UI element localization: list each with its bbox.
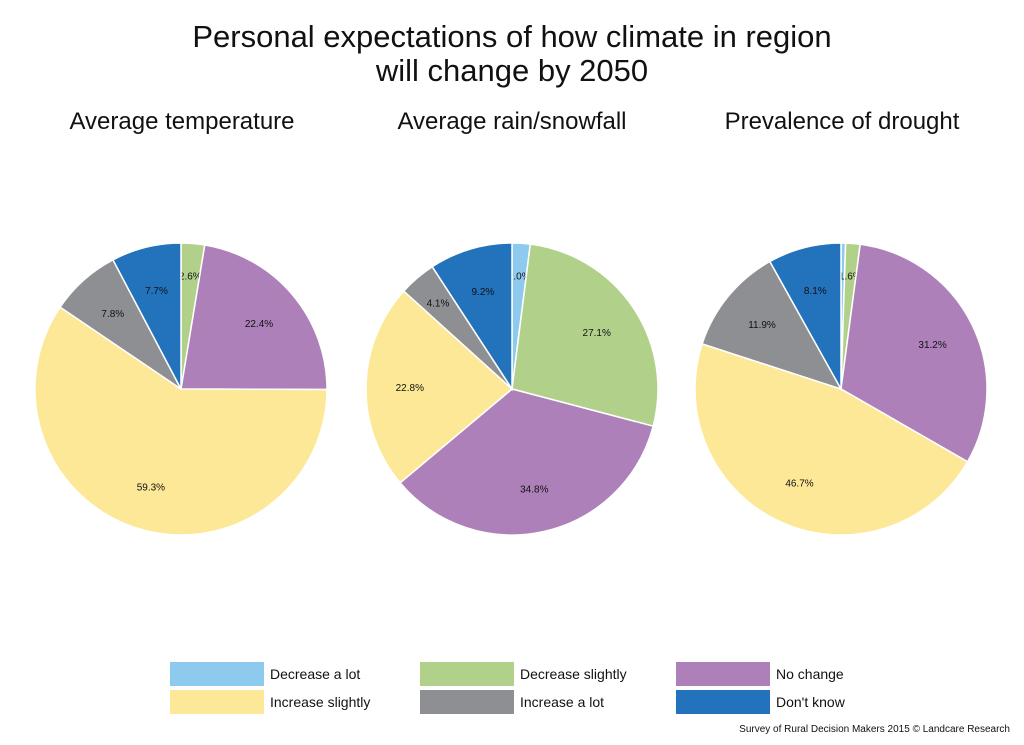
source-credit: Survey of Rural Decision Makers 2015 © L… (739, 724, 1010, 735)
slice-label-temperature-no-change: 22.4% (245, 319, 273, 330)
slice-label-rainfall-increase-a-lot: 4.1% (427, 298, 450, 309)
slice-label-temperature-dont-know: 7.7% (145, 286, 168, 297)
pie-slice-temperature-no-change (180, 244, 328, 391)
pie-title-drought: Prevalence of drought (724, 108, 960, 135)
slice-label-drought-dont-know: 8.1% (804, 286, 827, 297)
chart-title-line-1: Personal expectations of how climate in … (192, 19, 832, 54)
chart-title-line-2: will change by 2050 (375, 53, 649, 88)
chart-title: Personal expectations of how climate in … (0, 20, 1024, 88)
slice-label-rainfall-decrease-a-lot: 2.0% (508, 271, 531, 282)
slice-label-drought-increase-a-lot: 11.9% (748, 320, 776, 331)
slice-label-drought-increase-slightly: 46.7% (785, 478, 813, 489)
pie-slice-drought-increase-a-lot (701, 260, 843, 391)
pie-slice-rainfall-increase-slightly (365, 290, 514, 484)
slice-label-rainfall-decrease-slightly: 27.1% (583, 328, 611, 339)
pie-title-rainfall: Average rain/snowfall (397, 108, 627, 135)
pie-slice-rainfall-decrease-slightly (511, 243, 659, 428)
slice-label-drought-decrease-slightly: 1.6% (839, 272, 862, 283)
slice-label-rainfall-increase-slightly: 22.8% (396, 383, 424, 394)
pie-slice-rainfall-dont-know (431, 242, 513, 392)
pie-slice-rainfall-no-change (399, 388, 655, 536)
pie-title-temperature: Average temperature (69, 108, 295, 135)
slice-label-temperature-decrease-slightly: 2.6% (179, 272, 202, 283)
slice-label-rainfall-no-change: 34.8% (520, 485, 548, 496)
slice-label-temperature-increase-slightly: 59.3% (137, 483, 165, 494)
slice-label-rainfall-dont-know: 9.2% (472, 287, 495, 298)
pie-slice-temperature-increase-slightly (34, 306, 328, 536)
pie-slice-temperature-dont-know (111, 242, 182, 390)
slice-label-temperature-increase-a-lot: 7.8% (101, 309, 124, 320)
slice-label-drought-no-change: 31.2% (918, 340, 946, 351)
pie-slice-drought-no-change (840, 243, 988, 463)
pie-slice-drought-increase-slightly (694, 342, 969, 536)
pie-slice-drought-dont-know (768, 242, 842, 392)
